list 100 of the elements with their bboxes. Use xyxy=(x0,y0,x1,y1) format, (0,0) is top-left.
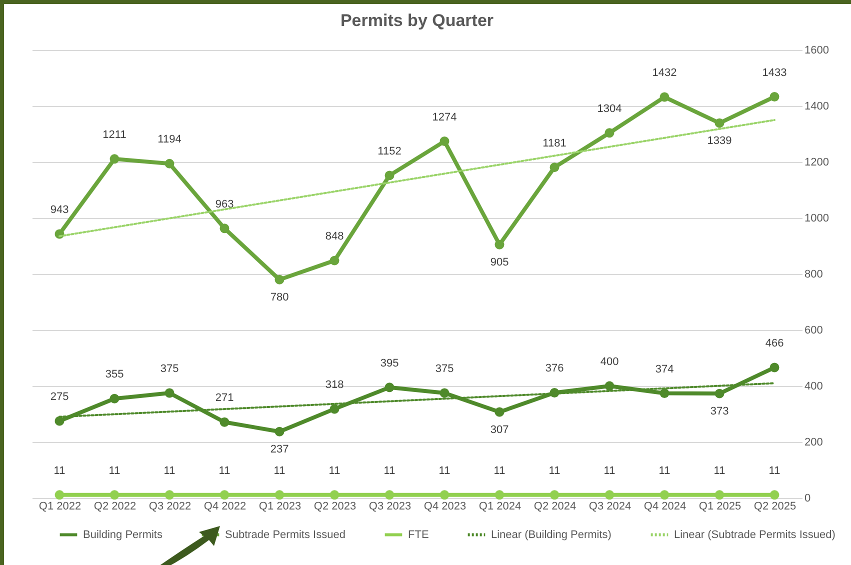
data-label: 395 xyxy=(380,357,399,370)
point xyxy=(54,490,64,500)
data-label: 11 xyxy=(438,464,450,477)
x-tick-label: Q4 2022 xyxy=(204,500,246,512)
point xyxy=(770,490,780,500)
data-label: 780 xyxy=(270,292,289,304)
data-label: 373 xyxy=(710,406,729,418)
data-label: 11 xyxy=(54,464,66,477)
x-tick-label: Q1 2022 xyxy=(38,500,82,512)
point xyxy=(274,426,284,436)
data-label: 375 xyxy=(160,363,179,375)
data-label: 355 xyxy=(105,368,124,381)
point xyxy=(274,274,284,284)
point xyxy=(440,490,450,500)
point xyxy=(494,490,504,500)
point xyxy=(604,490,614,500)
data-label: 11 xyxy=(604,464,616,477)
data-label: 1194 xyxy=(158,134,182,146)
point xyxy=(164,158,174,168)
point xyxy=(714,118,724,128)
point xyxy=(110,154,120,164)
data-label: 11 xyxy=(494,464,506,477)
data-label: 307 xyxy=(490,424,509,436)
point xyxy=(660,92,670,102)
data-label: 963 xyxy=(215,198,234,210)
point xyxy=(714,388,724,398)
data-label: 11 xyxy=(108,464,120,477)
data-label: 1211 xyxy=(102,128,126,141)
x-tick-label: Q2 2025 xyxy=(754,500,796,512)
point xyxy=(110,394,120,404)
data-label: 1432 xyxy=(652,67,677,80)
data-label: 11 xyxy=(328,464,340,477)
data-label: 400 xyxy=(600,356,619,368)
point xyxy=(440,136,450,146)
point xyxy=(330,490,340,500)
data-label: 1152 xyxy=(378,145,402,158)
x-tick-label: Q2 2022 xyxy=(94,500,136,512)
point xyxy=(274,490,284,500)
data-label: 1433 xyxy=(762,66,787,79)
point xyxy=(440,388,450,398)
point xyxy=(220,490,230,500)
data-label: 1339 xyxy=(707,135,732,148)
point xyxy=(110,490,120,500)
y-tick-label: 1000 xyxy=(804,212,829,224)
data-label: 275 xyxy=(50,391,69,403)
data-label: 11 xyxy=(548,464,560,477)
y-tick-label: 600 xyxy=(804,324,823,336)
x-tick-label: Q1 2025 xyxy=(698,500,742,512)
point xyxy=(714,490,724,500)
x-tick-label: Q2 2023 xyxy=(314,500,356,512)
legend-label: Building Permits xyxy=(83,528,163,541)
point xyxy=(330,404,340,414)
x-tick-label: Q1 2023 xyxy=(258,500,302,512)
x-tick-label: Q4 2023 xyxy=(424,500,466,512)
point xyxy=(54,416,64,426)
point xyxy=(604,381,614,391)
data-label: 318 xyxy=(325,378,344,391)
x-tick-label: Q4 2024 xyxy=(644,500,686,512)
legend-label: FTE xyxy=(408,528,429,541)
point xyxy=(220,417,230,427)
x-tick-label: Q2 2024 xyxy=(534,500,576,512)
legend-label: Linear (Building Permits) xyxy=(491,528,612,541)
point xyxy=(384,490,394,500)
x-tick-label: Q3 2023 xyxy=(368,500,412,512)
point xyxy=(770,92,780,102)
y-tick-label: 0 xyxy=(804,492,811,504)
x-tick-label: Q1 2024 xyxy=(478,500,522,512)
data-label: 11 xyxy=(384,464,396,477)
data-label: 11 xyxy=(164,464,176,477)
point xyxy=(164,388,174,398)
point xyxy=(384,382,394,392)
data-label: 466 xyxy=(765,338,784,350)
data-label: 943 xyxy=(50,204,69,216)
y-tick-label: 200 xyxy=(804,436,823,448)
data-label: 1274 xyxy=(432,111,457,124)
x-tick-label: Q3 2022 xyxy=(148,500,192,512)
data-label: 905 xyxy=(490,256,509,269)
data-label: 374 xyxy=(655,363,674,376)
data-label: 11 xyxy=(274,464,286,477)
data-label: 11 xyxy=(658,464,670,477)
point xyxy=(384,170,394,180)
x-tick-label: Q3 2024 xyxy=(588,500,632,512)
y-tick-label: 1200 xyxy=(804,156,829,168)
y-tick-label: 800 xyxy=(804,268,823,280)
data-label: 1304 xyxy=(597,102,622,115)
point xyxy=(164,490,174,500)
chart-title: Permits by Quarter xyxy=(340,11,494,30)
point xyxy=(550,162,560,172)
point xyxy=(330,256,340,266)
point xyxy=(494,407,504,417)
data-label: 848 xyxy=(325,230,344,243)
point xyxy=(550,490,560,500)
data-label: 375 xyxy=(435,363,454,375)
point xyxy=(660,490,670,500)
data-label: 11 xyxy=(714,464,726,477)
legend-label: Subtrade Permits Issued xyxy=(225,528,346,541)
point xyxy=(494,240,504,250)
y-tick-label: 1600 xyxy=(804,44,829,56)
data-label: 237 xyxy=(270,444,289,456)
point xyxy=(660,388,670,398)
